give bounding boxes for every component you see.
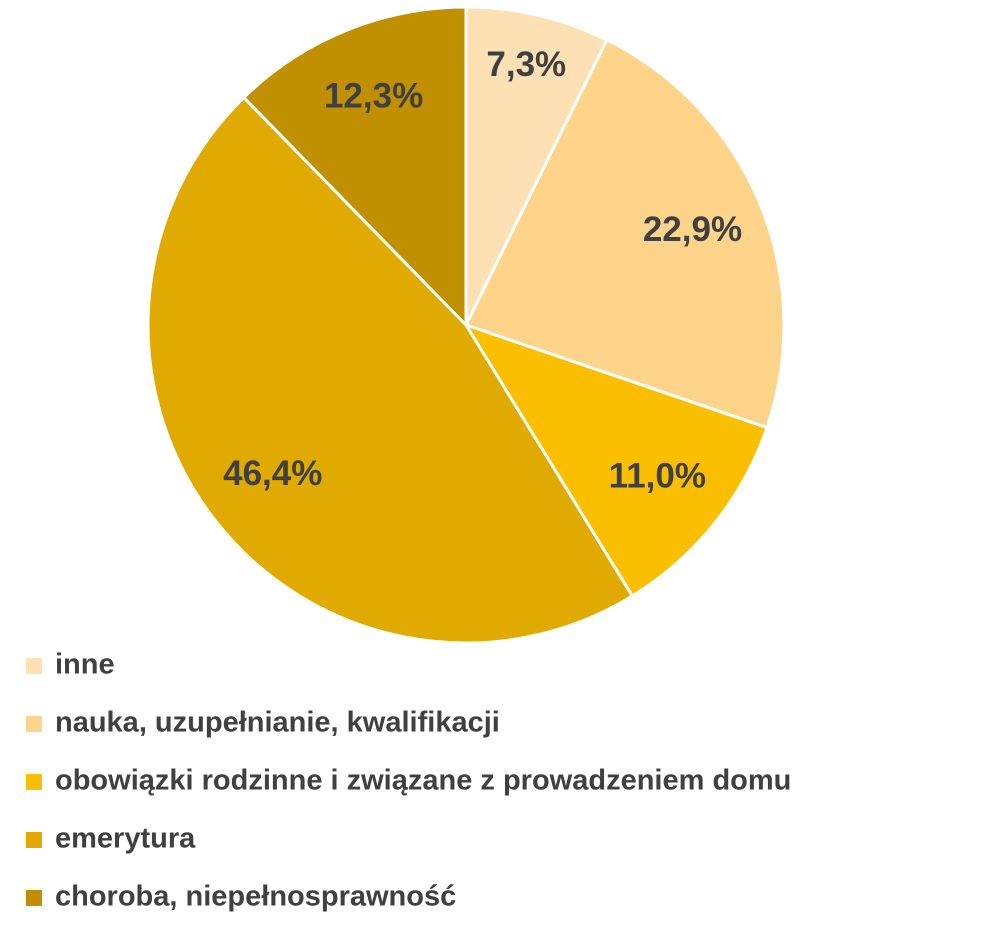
legend-swatch — [26, 774, 42, 790]
legend-label: inne — [55, 649, 115, 681]
pie-slice — [464, 5, 609, 326]
pie-slice — [463, 37, 786, 430]
value-label: 22,9% — [643, 210, 742, 249]
pie-slice — [462, 322, 769, 599]
value-label: 11,0% — [609, 456, 706, 495]
legend-swatch — [26, 890, 42, 906]
legend-swatch — [26, 716, 42, 732]
legend-label: emerytura — [55, 823, 196, 855]
legend-swatch — [26, 832, 42, 848]
legend-swatch — [26, 658, 42, 674]
value-label: 12,3% — [324, 76, 423, 115]
pie-slice — [146, 95, 635, 645]
value-label: 46,4% — [223, 454, 322, 493]
legend-label: nauka, uzupełnianie, kwalifikacji — [55, 707, 500, 739]
pie-slice — [241, 5, 468, 329]
value-label: 7,3% — [486, 45, 566, 84]
legend-label: obowiązki rodzinne i związane z prowadze… — [55, 765, 791, 797]
legend-label: choroba, niepełnosprawność — [55, 881, 456, 913]
